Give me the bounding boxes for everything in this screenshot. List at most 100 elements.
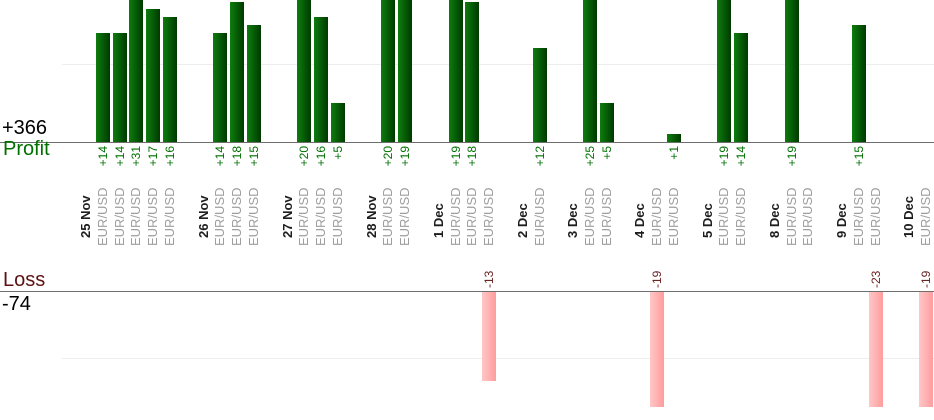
date-label: 3 Dec — [565, 203, 581, 238]
instrument-label: EUR/USD — [649, 187, 665, 246]
trade-value-label: +5 — [599, 146, 614, 160]
profit-bar[interactable] — [599, 103, 614, 142]
trade-value-label: +12 — [532, 146, 547, 167]
trade-value-label: +14 — [734, 146, 749, 167]
profit-axis-title: Profit — [3, 138, 50, 160]
profit-bar[interactable] — [667, 134, 681, 142]
profit-bar[interactable] — [381, 0, 396, 142]
trade-value-label: +31 — [129, 146, 144, 167]
trade-value-label: +25 — [583, 146, 597, 167]
loss-zero-line — [0, 291, 934, 292]
trade-value-label: +17 — [146, 146, 161, 167]
profit-bar[interactable] — [112, 32, 127, 142]
trade-value-label: +18 — [230, 146, 245, 167]
loss-bar[interactable] — [482, 292, 497, 382]
profit-bar[interactable] — [532, 48, 547, 142]
profit-bar[interactable] — [734, 32, 749, 142]
trade-value-label: +1 — [667, 146, 681, 160]
trade-value-label: +19 — [717, 146, 732, 167]
date-label: 27 Nov — [279, 195, 295, 238]
instrument-label: EUR/USD — [162, 187, 177, 246]
trade-value-label: -19 — [919, 270, 933, 288]
profit-bar[interactable] — [583, 0, 597, 142]
profit-bar[interactable] — [851, 25, 866, 142]
instrument-label: EUR/USD — [296, 187, 312, 246]
trade-value-label: +19 — [398, 146, 413, 167]
instrument-label: EUR/USD — [313, 187, 329, 246]
trade-value-label: +16 — [314, 146, 329, 167]
date-label: 5 Dec — [699, 203, 715, 238]
profit-bar[interactable] — [163, 17, 177, 142]
profit-bar[interactable] — [297, 0, 312, 142]
date-label: 28 Nov — [363, 195, 379, 238]
date-label: 9 Dec — [834, 203, 849, 238]
profit-bar[interactable] — [331, 103, 345, 142]
date-label: 1 Dec — [430, 203, 446, 238]
instrument-label: EUR/USD — [783, 187, 799, 246]
trade-value-label: +15 — [851, 146, 866, 167]
date-label: 10 Dec — [901, 196, 917, 238]
profit-zero-line — [0, 142, 934, 143]
trade-value-label: +19 — [784, 146, 799, 167]
instrument-label: EUR/USD — [447, 187, 463, 246]
profit-bar[interactable] — [247, 25, 261, 142]
trade-value-label: +16 — [163, 146, 177, 167]
instrument-label: EUR/USD — [212, 187, 228, 246]
instrument-label: EUR/USD — [918, 187, 933, 246]
instrument-label: EUR/USD — [716, 187, 732, 246]
profit-bar[interactable] — [95, 32, 110, 142]
trade-value-label: +20 — [297, 146, 312, 167]
profit-bar[interactable] — [465, 1, 480, 142]
trade-value-label: +14 — [213, 146, 228, 167]
profit-bar[interactable] — [784, 0, 799, 142]
profit-bar[interactable] — [717, 0, 732, 142]
date-label: 8 Dec — [766, 203, 782, 238]
trade-value-label: +5 — [331, 146, 345, 160]
instrument-label: EUR/USD — [733, 187, 749, 246]
loss-bar[interactable] — [919, 292, 933, 407]
profit-bar[interactable] — [230, 1, 245, 142]
loss-gridline — [62, 358, 934, 359]
trade-value-label: -19 — [650, 270, 665, 288]
profit-bars-area — [0, 0, 934, 142]
instrument-label: EUR/USD — [94, 187, 110, 246]
profit-total-label: +366 — [2, 117, 48, 139]
instrument-label: EUR/USD — [128, 187, 144, 246]
instrument-label: EUR/USD — [380, 187, 396, 246]
instrument-label: EUR/USD — [850, 187, 866, 246]
instrument-label: EUR/USD — [867, 187, 883, 246]
loss-bar[interactable] — [868, 292, 883, 407]
profit-bar[interactable] — [129, 0, 144, 142]
date-label: 26 Nov — [195, 195, 211, 238]
instrument-label: EUR/USD — [246, 187, 261, 246]
loss-total-label: -74 — [2, 293, 31, 315]
date-label: 25 Nov — [78, 195, 93, 238]
date-label: 2 Dec — [514, 203, 530, 238]
trade-value-label: +15 — [247, 146, 261, 167]
trade-value-label: +18 — [465, 146, 480, 167]
instrument-label: EUR/USD — [800, 187, 816, 246]
profit-bar[interactable] — [448, 0, 463, 142]
profit-bar[interactable] — [314, 17, 329, 142]
profit-bar[interactable] — [398, 0, 413, 142]
date-label: 4 Dec — [632, 203, 648, 238]
instrument-label: EUR/USD — [598, 187, 614, 246]
instrument-label: EUR/USD — [464, 187, 480, 246]
profit-bar[interactable] — [213, 32, 228, 142]
loss-bar[interactable] — [650, 292, 665, 407]
trade-value-label: -13 — [482, 270, 497, 288]
loss-bars-area — [0, 292, 934, 407]
trade-value-label: +14 — [112, 146, 127, 167]
profit-bar[interactable] — [146, 9, 161, 142]
instrument-label: EUR/USD — [330, 187, 345, 246]
trade-value-label: +20 — [381, 146, 396, 167]
instrument-label: EUR/USD — [582, 187, 597, 246]
loss-axis-title: Loss — [3, 269, 46, 291]
instrument-label: EUR/USD — [397, 187, 413, 246]
profit-gridline — [62, 64, 934, 65]
instrument-label: EUR/USD — [229, 187, 245, 246]
instrument-label: EUR/USD — [111, 187, 127, 246]
trade-value-label: +19 — [448, 146, 463, 167]
instrument-label: EUR/USD — [145, 187, 161, 246]
